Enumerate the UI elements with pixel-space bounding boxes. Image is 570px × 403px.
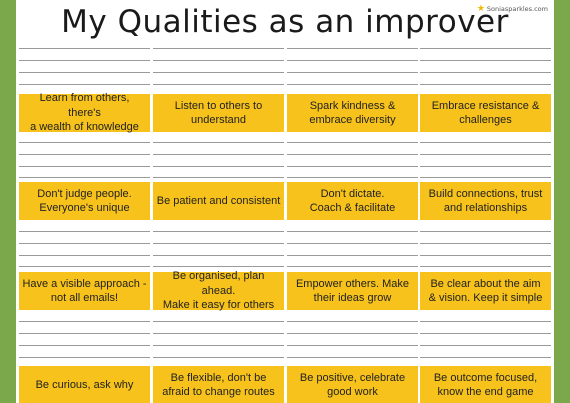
writing-line [420,72,551,73]
writing-line [19,231,150,232]
quality-card: Have a visible approach - not all emails… [19,272,150,310]
writing-line [153,321,284,322]
writing-line [19,60,150,61]
writing-line [19,255,150,256]
writing-line [420,255,551,256]
writing-line [19,166,150,167]
writing-line [420,60,551,61]
quality-card: Be flexible, don't be afraid to change r… [153,366,284,403]
writing-line [287,48,418,49]
quality-card: Be outcome focused, know the end game [420,366,551,403]
writing-line [153,177,284,178]
writing-line [153,266,284,267]
writing-line [153,72,284,73]
writing-line [420,48,551,49]
quality-card: Learn from others, there's a wealth of k… [19,92,150,133]
quality-card: Empower others. Make their ideas grow [287,272,418,310]
writing-line [287,266,418,267]
writing-line [153,60,284,61]
writing-line [19,333,150,334]
writing-line [19,48,150,49]
quality-card: Be patient and consistent [153,182,284,220]
writing-line [420,357,551,358]
quality-card: Be curious, ask why [19,366,150,403]
writing-line [420,321,551,322]
writing-line [287,60,418,61]
writing-line [287,231,418,232]
writing-line [287,154,418,155]
writing-line [287,177,418,178]
writing-line [287,345,418,346]
writing-line [19,177,150,178]
writing-line [153,357,284,358]
writing-line [19,142,150,143]
writing-line [19,84,150,85]
writing-line [19,357,150,358]
quality-card: Spark kindness & embrace diversity [287,94,418,132]
brand-name: Soniasparkles.com [486,5,548,13]
column-4: Embrace resistance & challenges Build con… [420,0,551,403]
writing-line [287,333,418,334]
quality-card: Listen to others to understand [153,94,284,132]
writing-line [420,154,551,155]
writing-line [153,84,284,85]
writing-line [153,255,284,256]
writing-line [19,243,150,244]
writing-line [420,142,551,143]
writing-line [287,84,418,85]
worksheet: My Qualities as an improver ★ Soniaspark… [16,0,554,403]
writing-line [420,231,551,232]
writing-line [287,243,418,244]
writing-line [420,177,551,178]
writing-line [287,142,418,143]
quality-card: Build connections, trust and relationshi… [420,182,551,220]
writing-line [420,84,551,85]
writing-line [153,231,284,232]
writing-line [19,154,150,155]
writing-line [153,154,284,155]
writing-line [287,357,418,358]
writing-line [19,321,150,322]
writing-line [153,142,284,143]
star-icon: ★ [476,4,485,14]
writing-line [19,72,150,73]
quality-card: Don't dictate. Coach & facilitate [287,182,418,220]
writing-line [153,48,284,49]
writing-line [287,321,418,322]
writing-line [420,166,551,167]
column-1: Learn from others, there's a wealth of k… [19,0,150,403]
writing-line [420,345,551,346]
brand-mark: ★ Soniasparkles.com [477,3,548,15]
quality-card: Embrace resistance & challenges [420,94,551,132]
page-title: My Qualities as an improver [61,4,509,40]
quality-card: Be clear about the aim & vision. Keep it… [420,272,551,310]
column-2: Listen to others to understand Be patient… [153,0,284,403]
writing-line [19,345,150,346]
writing-line [420,333,551,334]
writing-line [287,255,418,256]
writing-line [19,266,150,267]
column-3: Spark kindness & embrace diversity Don't … [287,0,418,403]
writing-line [153,345,284,346]
quality-card: Be positive, celebrate good work [287,366,418,403]
writing-line [153,333,284,334]
writing-line [153,243,284,244]
quality-card: Be organised, plan ahead. Make it easy f… [153,270,284,311]
writing-line [287,166,418,167]
writing-line [287,72,418,73]
writing-line [420,266,551,267]
quality-card: Don't judge people. Everyone's unique [19,182,150,220]
writing-line [420,243,551,244]
writing-line [153,166,284,167]
